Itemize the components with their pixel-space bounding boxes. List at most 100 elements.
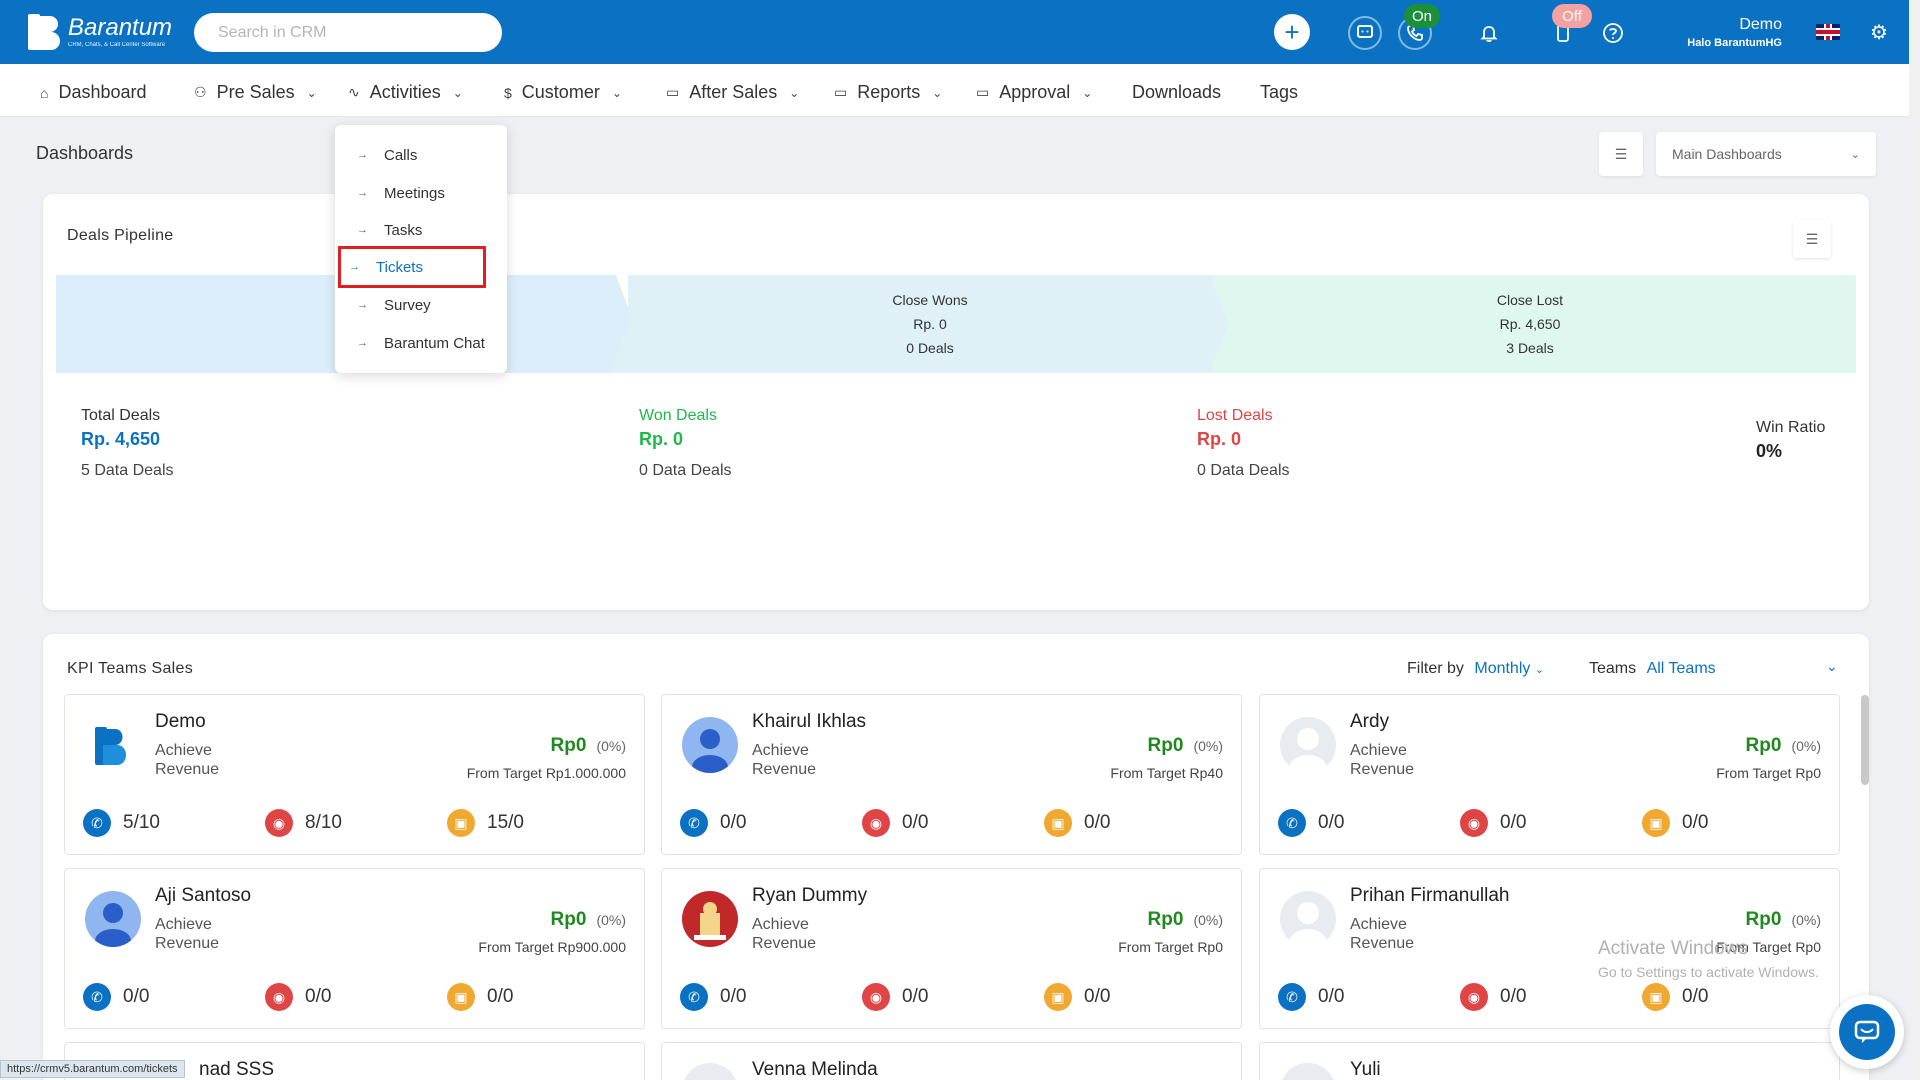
menu-item-meetings[interactable]: → Meetings — [357, 184, 445, 202]
chevron-down-icon: ⌄ — [789, 85, 800, 100]
nav-reports[interactable]: ▭ Reports ⌄ — [834, 82, 943, 102]
menu-item-calls[interactable]: → Calls — [357, 146, 418, 164]
calls-metric: ✆ 5/10 — [83, 809, 160, 837]
chat-bubble-icon — [1854, 1020, 1880, 1043]
tasks-metric: ▣ 0/0 — [1642, 809, 1708, 837]
menu-item-barantum-chat[interactable]: → Barantum Chat — [357, 334, 485, 352]
kpi-card-prihan-firmanullah[interactable]: Prihan Firmanullah Achieve Revenue Rp0 (0%… — [1259, 868, 1840, 1029]
filter-icon: ☰ — [1805, 230, 1819, 247]
location-pin-icon: ◉ — [862, 983, 890, 1011]
kpi-card-venna-melinda[interactable]: Venna Melinda — [661, 1042, 1242, 1080]
logo-tagline: CRM, Chats, & Call Center Software — [68, 42, 166, 48]
arrow-right-icon: → — [357, 299, 368, 311]
phone-icon: ✆ — [680, 809, 708, 837]
kpi-card-khairul-ikhlas[interactable]: Khairul Ikhlas Achieve Revenue Rp0 (0%) Fr… — [661, 694, 1242, 855]
nav-activities[interactable]: ∿ Activities ⌄ — [348, 82, 463, 102]
logo-name: Barantum — [68, 14, 173, 41]
teams-chevron-down-icon[interactable]: ⌄ — [1826, 658, 1838, 674]
kpi-scrollbar-thumb[interactable] — [1861, 695, 1869, 785]
kpi-teams-filter: Teams All Teams — [1589, 660, 1716, 677]
kpi-card-aji-santoso[interactable]: Aji Santoso Achieve Revenue Rp0 (0%) From … — [64, 868, 645, 1029]
briefcase-icon: ▣ — [1642, 809, 1670, 837]
nav-dashboard[interactable]: ⌂ Dashboard — [40, 82, 147, 102]
calls-metric: ✆ 0/0 — [1278, 809, 1344, 837]
user-menu[interactable]: Demo Halo BarantumHG — [1640, 16, 1782, 49]
help-button[interactable] — [1596, 16, 1630, 50]
chat-button[interactable] — [1348, 16, 1382, 50]
nav-downloads[interactable]: Downloads — [1132, 82, 1222, 102]
avatar — [682, 717, 738, 773]
kpi-card-demo[interactable]: Demo Achieve Revenue Rp0 (0%) From Target … — [64, 694, 645, 855]
briefcase-icon: ▣ — [447, 983, 475, 1011]
chat-icon — [1357, 25, 1373, 38]
kpi-card-yuli[interactable]: Yuli — [1259, 1042, 1840, 1080]
activities-dropdown: → Calls → Meetings → Tasks → Tickets → Survey… — [335, 125, 507, 373]
dashboard-select[interactable]: Main Dashboards ⌄ — [1656, 132, 1876, 176]
pipeline-stage-proses[interactable]: Proses p Rp. 2 De — [56, 275, 596, 373]
visits-metric: ◉ 0/0 — [1460, 983, 1526, 1011]
phone-icon: ✆ — [83, 983, 111, 1011]
add-button[interactable]: + — [1274, 14, 1310, 50]
notifications-button[interactable] — [1472, 16, 1506, 50]
plus-icon: + — [1284, 16, 1300, 47]
chevron-down-icon: ⌄ — [1850, 148, 1860, 161]
folder-icon: ▭ — [666, 84, 680, 100]
deals-pipeline-card: Deals Pipeline ☰ — [43, 194, 1869, 610]
barantum-logo-icon — [28, 14, 60, 50]
won-deals-stat: Won Deals Rp. 0 0 Data Deals — [639, 407, 732, 479]
phone-icon — [1407, 25, 1423, 41]
phone-icon: ✆ — [1278, 983, 1306, 1011]
kpi-card-ryan-dummy[interactable]: Ryan Dummy Achieve Revenue Rp0 (0%) From T… — [661, 868, 1242, 1029]
menu-item-tickets[interactable]: → Tickets — [338, 246, 486, 288]
nav-tags[interactable]: Tags — [1260, 82, 1299, 102]
dashboard-filter-button[interactable]: ☰ — [1599, 132, 1643, 176]
teams-filter-select[interactable]: All Teams — [1646, 660, 1716, 677]
nav-approval[interactable]: ▭ Approval ⌄ — [976, 82, 1093, 102]
arrow-right-icon: → — [357, 187, 368, 199]
lost-deals-stat: Lost Deals Rp. 0 0 Data Deals — [1197, 407, 1290, 479]
chevron-down-icon: ⌄ — [1082, 85, 1093, 100]
gear-icon[interactable]: ⚙ — [1870, 22, 1888, 44]
offline-status-badge: Off — [1552, 4, 1592, 28]
visits-metric: ◉ 0/0 — [862, 983, 928, 1011]
period-filter-select[interactable]: Monthly ⌄ — [1474, 660, 1545, 677]
live-chat-button[interactable] — [1830, 995, 1904, 1069]
pipeline-stage-close-wons[interactable]: Close Wons Rp. 0 0 Deals — [892, 292, 968, 356]
calls-metric: ✆ 0/0 — [1278, 983, 1344, 1011]
avatar — [1280, 891, 1336, 947]
nav-customer[interactable]: $ Customer ⌄ — [504, 82, 622, 102]
chevron-down-icon: ⌄ — [306, 85, 317, 100]
arrow-right-icon: → — [357, 337, 368, 349]
logo[interactable]: Barantum CRM, Chats, & Call Center Softw… — [28, 14, 172, 50]
kpi-card-ardy[interactable]: Ardy Achieve Revenue Rp0 (0%) From Target … — [1259, 694, 1840, 855]
briefcase-icon: ▣ — [1044, 983, 1072, 1011]
menu-item-tasks[interactable]: → Tasks — [357, 221, 423, 239]
chevron-down-icon: ⌄ — [1534, 664, 1545, 676]
visits-metric: ◉ 8/10 — [265, 809, 342, 837]
windows-activation-watermark: Activate Windows Go to Settings to activ… — [1598, 938, 1819, 980]
phone-icon: ✆ — [83, 809, 111, 837]
tasks-metric: ▣ 15/0 — [447, 809, 524, 837]
uk-flag-icon[interactable] — [1816, 24, 1840, 40]
main-nav: ⌂ Dashboard ⚇ Pre Sales ⌄ ∿ Activities ⌄ $ Cus… — [0, 64, 1909, 117]
search-input[interactable] — [194, 13, 502, 52]
activity-icon: ∿ — [348, 84, 360, 100]
calls-metric: ✆ 0/0 — [680, 809, 746, 837]
arrow-right-icon: → — [357, 224, 368, 236]
chevron-down-icon: ⌄ — [611, 85, 622, 100]
nav-after-sales[interactable]: ▭ After Sales ⌄ — [666, 82, 800, 102]
briefcase-icon: ▣ — [1642, 983, 1670, 1011]
nav-pre-sales[interactable]: ⚇ Pre Sales ⌄ — [194, 82, 317, 102]
bell-icon — [1480, 26, 1498, 43]
pipeline-stage-close-lost[interactable]: Close Lost Rp. 4,650 3 Deals — [1496, 292, 1564, 356]
location-pin-icon: ◉ — [265, 983, 293, 1011]
menu-item-survey[interactable]: → Survey — [357, 296, 431, 314]
location-pin-icon: ◉ — [862, 809, 890, 837]
visits-metric: ◉ 0/0 — [265, 983, 331, 1011]
chevron-down-icon: ⌄ — [932, 85, 943, 100]
chevron-down-icon: ⌄ — [452, 85, 463, 100]
page-scrollbar[interactable] — [1909, 0, 1920, 1080]
pipeline-filter-button[interactable]: ☰ — [1793, 220, 1831, 258]
avatar — [1280, 717, 1336, 773]
tasks-metric: ▣ 0/0 — [447, 983, 513, 1011]
